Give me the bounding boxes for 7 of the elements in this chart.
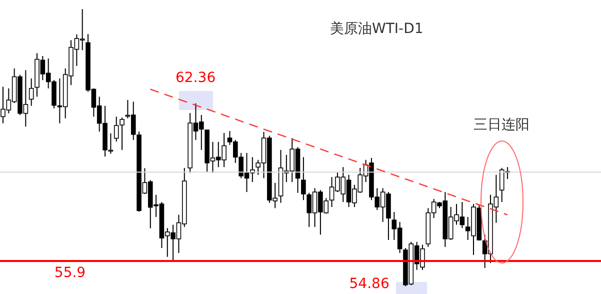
annotation: 54.86 bbox=[348, 276, 390, 292]
annotation: 三日连阳 bbox=[472, 116, 531, 134]
candlestick bbox=[301, 156, 306, 201]
text: 美原油WTI-D1 bbox=[330, 20, 424, 38]
annotation: 55.9 bbox=[53, 265, 87, 282]
annotation: 62.36 bbox=[174, 70, 217, 86]
candlestick bbox=[28, 78, 34, 106]
